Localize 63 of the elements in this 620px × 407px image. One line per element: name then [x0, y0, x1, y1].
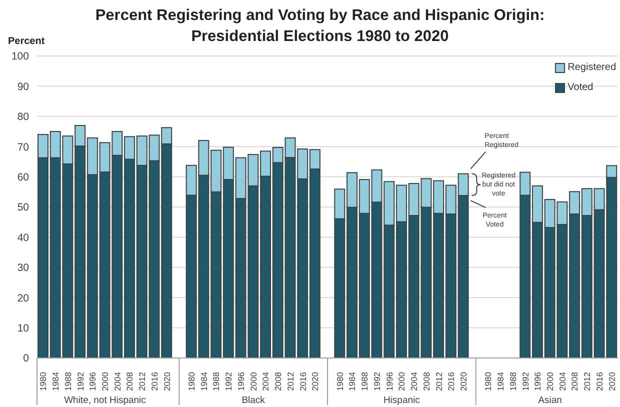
- y-tick-label: 50: [17, 202, 30, 214]
- x-tick-label: 2016: [594, 372, 604, 391]
- x-tick-label: 2008: [421, 372, 432, 391]
- x-tick-label: 2004: [409, 372, 420, 391]
- x-tick-label: 1984: [50, 372, 61, 391]
- x-tick-label: 2020: [606, 372, 617, 391]
- text: Black: [242, 395, 266, 406]
- x-tick-label: 2020: [310, 372, 320, 391]
- x-tick-label: 1984: [496, 372, 506, 391]
- x-tick-label: 1996: [88, 372, 98, 391]
- x-tick-label: 2004: [112, 372, 122, 391]
- text: Hispanic: [383, 395, 420, 406]
- legend-label: Voted: [566, 81, 594, 95]
- x-tick-label: 1980: [38, 372, 48, 391]
- y-tick-label: 100: [11, 50, 30, 63]
- x-tick-label: 2016: [298, 372, 308, 391]
- x-tick-label: 2008: [273, 372, 284, 391]
- y-tick-label: 30: [17, 262, 30, 274]
- x-tick-label: 2012: [285, 372, 296, 391]
- x-tick-label: 1988: [62, 372, 73, 391]
- legend-label: Registered: [566, 61, 616, 75]
- x-tick-label: 1980: [334, 372, 345, 391]
- x-tick-label: 2012: [137, 372, 148, 391]
- x-tick-label: 1996: [236, 372, 246, 391]
- x-tick-label: 1988: [360, 372, 370, 391]
- y-tick-label: 60: [17, 172, 30, 184]
- x-tick-label: 2000: [100, 372, 110, 391]
- x-tick-label: 2004: [260, 372, 271, 391]
- y-tick-label: 70: [17, 141, 30, 154]
- x-tick-label: 2008: [124, 372, 135, 391]
- x-tick-label: 1984: [198, 372, 209, 391]
- x-tick-label: 2000: [248, 372, 258, 391]
- x-tick-label: 1988: [211, 372, 222, 391]
- x-tick-label: 1996: [384, 372, 394, 391]
- x-tick-label: 1988: [508, 372, 518, 391]
- x-tick-label: 2004: [557, 372, 568, 391]
- y-tick-label: 80: [17, 111, 30, 124]
- x-tick-label: 1996: [532, 372, 543, 391]
- y-tick-label: 40: [17, 232, 30, 244]
- y-tick-label: 90: [17, 80, 30, 93]
- x-tick-label: 2008: [570, 372, 580, 391]
- x-tick-label: 1992: [372, 372, 382, 391]
- x-tick-label: 2016: [149, 372, 160, 391]
- text: Asian: [538, 395, 562, 406]
- x-tick-label: 1980: [483, 372, 494, 391]
- x-tick-label: 2020: [458, 372, 468, 391]
- x-tick-label: 1992: [224, 372, 234, 391]
- x-tick-label: 2000: [545, 372, 556, 391]
- x-tick-label: 2012: [434, 372, 444, 391]
- y-tick-label: 20: [17, 292, 30, 304]
- x-tick-label: 1992: [520, 372, 530, 391]
- x-tick-label: 2020: [162, 372, 172, 391]
- x-tick-label: 2016: [446, 372, 456, 391]
- y-axis-title: Percent: [8, 36, 45, 47]
- x-tick-label: 2012: [582, 372, 592, 391]
- x-tick-label: 1980: [186, 372, 197, 391]
- x-tick-label: 2000: [396, 372, 407, 391]
- y-tick-label: 0: [23, 352, 30, 365]
- y-tick-label: 10: [17, 322, 30, 335]
- x-tick-label: 1992: [75, 372, 86, 391]
- text: White, not Hispanic: [64, 395, 146, 406]
- chart-title: Percent Registering and Voting by Race and Hispanic Origin: Presidential Elections 1980 to 2020: [94, 6, 546, 47]
- x-tick-label: 1984: [347, 372, 358, 391]
